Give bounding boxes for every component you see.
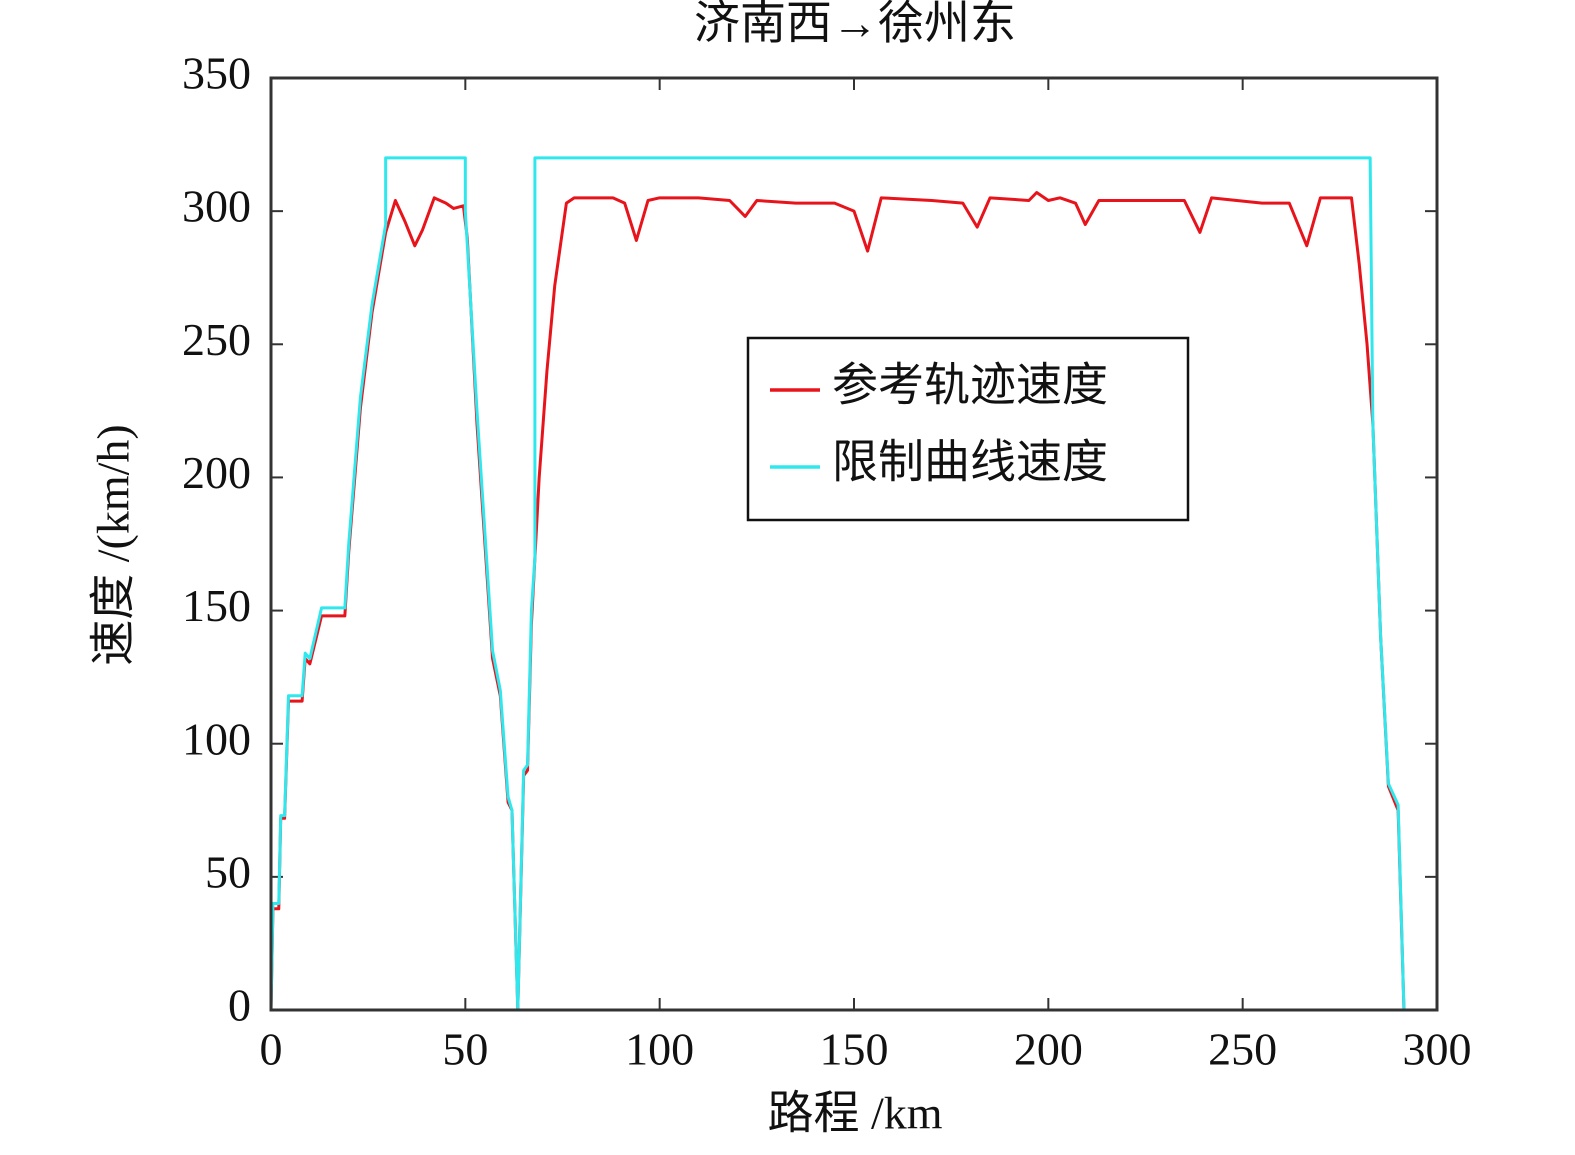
y-axis-label: 速度 /(km/h) (88, 424, 139, 665)
x-tick-label: 250 (1208, 1024, 1277, 1075)
chart-title: 济南西→徐州东 (694, 0, 1016, 49)
x-tick-label: 100 (625, 1024, 694, 1075)
y-tick-label: 300 (182, 181, 251, 232)
x-tick-label: 0 (260, 1024, 283, 1075)
series-line (269, 156, 1406, 1012)
legend-box (746, 336, 1190, 522)
y-tick-label: 100 (182, 713, 251, 764)
x-tick-label: 50 (442, 1024, 488, 1075)
y-tick-label: 50 (205, 846, 251, 897)
legend-label: 限制曲线速度 (832, 437, 1108, 488)
y-tick-label: 350 (182, 48, 251, 99)
series-line (269, 191, 1406, 1012)
plot-frame (269, 76, 1439, 1012)
x-axis-label: 路程 /km (767, 1088, 942, 1139)
y-tick-label: 150 (182, 580, 251, 631)
x-tick-label: 150 (820, 1024, 889, 1075)
legend-label: 参考轨迹速度 (832, 360, 1108, 411)
y-tick-label: 0 (228, 980, 251, 1031)
y-tick-label: 200 (182, 447, 251, 498)
y-tick-label: 250 (182, 314, 251, 365)
x-tick-label: 300 (1403, 1024, 1472, 1075)
x-tick-label: 200 (1014, 1024, 1083, 1075)
